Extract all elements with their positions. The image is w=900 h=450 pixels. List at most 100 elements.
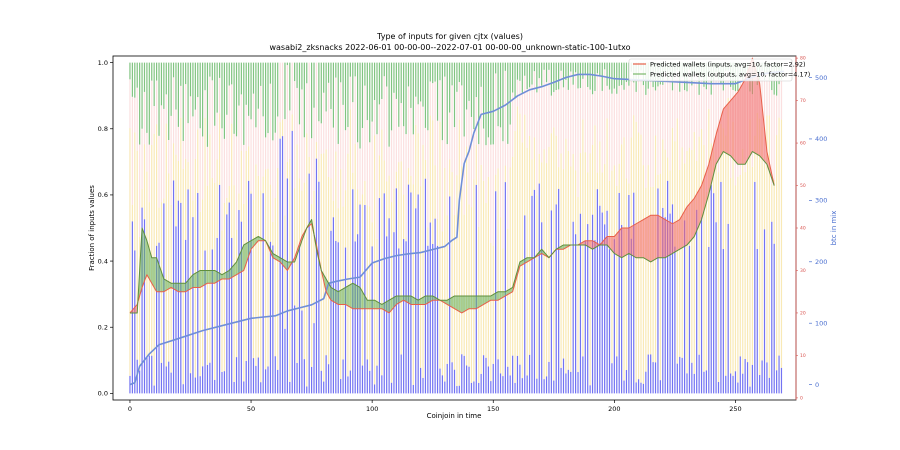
bar-segment-mixed [550, 95, 552, 134]
bar-segment-remix [543, 149, 545, 380]
bar-segment-fresh [262, 193, 264, 394]
bar-segment-mixed [296, 87, 298, 145]
wallet-diff-fill [391, 298, 393, 311]
wallet-diff-fill [487, 295, 489, 303]
bar-segment-remix [616, 185, 618, 357]
bar-segment-remix [347, 153, 349, 377]
bar-segment-mixed [359, 148, 361, 201]
wallet-diff-fill [207, 270, 209, 284]
bar-segment-remix [231, 123, 233, 238]
wallet-diff-fill [639, 220, 641, 258]
bar-segment-remix [700, 128, 703, 218]
bar-segment-mixed [371, 121, 373, 223]
bar-segment-remix [691, 150, 693, 363]
wallet-diff-fill [471, 295, 473, 309]
bar-segment-other [286, 62, 288, 66]
wallet-diff-fill [283, 259, 285, 268]
wallet-diff-fill [419, 298, 421, 305]
bar-segment-fresh [659, 380, 661, 394]
bar-segment-remix [281, 119, 284, 137]
bar-segment-other [185, 62, 187, 85]
bar-segment-remix [766, 115, 768, 363]
bar-segment-fresh [691, 362, 693, 394]
bar-segment-mixed [565, 79, 567, 139]
bar-segment-fresh [344, 247, 347, 394]
wallet-diff-fill [198, 270, 201, 288]
bar-segment-remix [332, 200, 334, 218]
bar-segment-mixed [383, 76, 385, 161]
bar-segment-remix [492, 245, 494, 364]
wallet-diff-fill [335, 290, 338, 304]
bar-segment-mixed [405, 134, 407, 238]
bar-segment-fresh [558, 188, 560, 394]
wallet-diff-fill [586, 240, 588, 247]
wallet-diff-fill [362, 291, 364, 309]
bar-segment-remix [419, 186, 422, 368]
bar-segment-fresh [131, 221, 133, 394]
bar-segment-fresh [439, 368, 441, 394]
wallet-diff-fill [609, 236, 611, 250]
bar-segment-mixed [637, 79, 640, 133]
wallet-diff-fill [410, 295, 413, 305]
wallet-diff-fill [625, 228, 627, 256]
bar-segment-remix [410, 175, 412, 193]
bar-segment-fresh [512, 355, 514, 394]
wallet-diff-fill [241, 247, 243, 272]
wallet-diff-fill [430, 295, 432, 302]
bar-segment-remix [730, 178, 732, 374]
wallet-diff-fill [145, 237, 147, 278]
bar-segment-fresh [630, 238, 632, 394]
bar-segment-fresh [146, 356, 148, 394]
x-tick-label: 150 [487, 405, 499, 413]
bar-segment-remix [143, 144, 146, 220]
bar-segment-other [526, 62, 528, 90]
bar-segment-other [541, 62, 543, 86]
wallet-diff-fill [464, 295, 466, 312]
bar-segment-fresh [264, 369, 267, 394]
bar-segment-remix [591, 144, 594, 215]
wallet-diff-fill [621, 228, 623, 258]
bar-segment-remix [398, 162, 400, 249]
bar-segment-mixed [461, 85, 463, 167]
bar-segment-other [228, 62, 230, 86]
bar-segment-mixed [412, 134, 414, 185]
bar-segment-other [262, 62, 264, 117]
bar-segment-other [296, 62, 298, 88]
bar-segment-mixed [625, 82, 628, 179]
bar-segment-other [376, 62, 378, 135]
bar-segment-fresh [589, 385, 591, 394]
bar-segment-mixed [419, 101, 422, 187]
bar-segment-fresh [538, 183, 540, 394]
bar-segment-remix [480, 164, 482, 374]
bar-segment-other [264, 62, 267, 138]
wallet-diff-fill [332, 288, 334, 302]
bar-segment-mixed [376, 134, 378, 239]
bar-segment-fresh [141, 207, 143, 394]
bar-segment-other [390, 62, 393, 131]
bar-segment-remix [502, 248, 504, 377]
bar-segment-other [429, 62, 431, 82]
bar-segment-other [419, 62, 422, 102]
bar-segment-mixed [315, 62, 318, 143]
bar-segment-mixed [608, 89, 611, 181]
wallet-diff-fill [662, 218, 665, 258]
bar-segment-other [209, 62, 211, 77]
bar-segment-fresh [272, 245, 274, 394]
bar-segment-mixed [180, 85, 182, 118]
wallet-diff-fill [703, 174, 706, 212]
bar-segment-mixed [778, 84, 780, 118]
wallet-diff-fill [456, 295, 459, 311]
bar-segment-remix [587, 172, 589, 225]
bar-segment-mixed [175, 109, 177, 155]
wallet-diff-fill [230, 267, 232, 279]
wallet-diff-fill [361, 289, 363, 309]
bar-segment-fresh [708, 246, 710, 394]
legend: Predicted wallets (inputs, avg=10, facto… [628, 58, 810, 82]
bar-segment-remix [286, 161, 288, 179]
bar-segment-other [180, 62, 182, 86]
bar-segment-remix [185, 158, 187, 240]
y-tick-label: 0.8 [98, 125, 108, 133]
bar-segment-remix [570, 166, 572, 372]
bar-segment-mixed [693, 74, 695, 133]
wallet-diff-fill [466, 295, 468, 311]
